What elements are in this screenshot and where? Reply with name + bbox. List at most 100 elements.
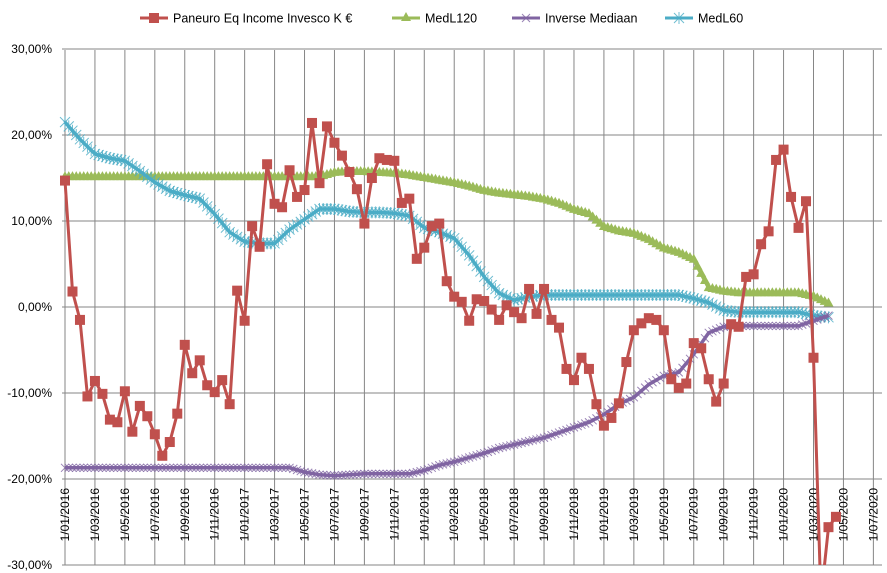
x-tick-label: 1/01/2016 bbox=[58, 488, 72, 542]
data-point bbox=[509, 307, 520, 318]
data-point bbox=[119, 386, 130, 397]
data-point bbox=[67, 286, 78, 297]
data-point bbox=[225, 463, 235, 473]
data-point bbox=[756, 239, 767, 250]
data-point bbox=[221, 463, 231, 473]
data-point bbox=[389, 155, 400, 166]
data-point bbox=[321, 121, 332, 132]
data-point bbox=[539, 283, 550, 294]
data-point bbox=[330, 471, 339, 480]
x-tick-label: 1/07/2017 bbox=[327, 488, 341, 542]
data-point bbox=[393, 469, 403, 479]
data-point bbox=[71, 463, 81, 473]
data-point bbox=[284, 165, 295, 176]
y-tick-label: -10,00% bbox=[7, 386, 52, 400]
data-point bbox=[568, 375, 579, 386]
data-point bbox=[442, 459, 452, 468]
data-point bbox=[367, 469, 377, 479]
data-point bbox=[98, 463, 107, 473]
data-point bbox=[292, 191, 303, 202]
data-point bbox=[251, 463, 261, 473]
data-point bbox=[232, 463, 242, 473]
data-point bbox=[696, 343, 707, 354]
data-point bbox=[97, 388, 108, 399]
legend-label: MedL60 bbox=[698, 12, 743, 26]
data-point bbox=[771, 154, 782, 165]
legend-item: MedL60 bbox=[665, 12, 743, 26]
data-point bbox=[172, 463, 182, 473]
data-point bbox=[134, 400, 145, 411]
data-point bbox=[371, 469, 380, 479]
data-point bbox=[224, 399, 235, 410]
data-point bbox=[351, 184, 362, 195]
data-point bbox=[748, 269, 759, 280]
data-point bbox=[531, 308, 542, 319]
y-tick-label: 10,00% bbox=[11, 214, 52, 228]
legend: Paneuro Eq Income Invesco K € MedL120 Inve… bbox=[140, 12, 743, 26]
data-point bbox=[501, 300, 512, 311]
legend-label: Inverse Mediaan bbox=[545, 12, 637, 26]
data-point bbox=[277, 202, 288, 213]
data-point bbox=[583, 363, 594, 374]
x-tick-label: 1/07/2016 bbox=[148, 488, 162, 542]
series-paneuro-eq-income-invesco-k- bbox=[60, 117, 841, 566]
data-point bbox=[79, 463, 89, 473]
data-point bbox=[345, 470, 354, 480]
data-point bbox=[232, 285, 243, 296]
data-point bbox=[479, 295, 490, 306]
x-tick-label: 1/01/2018 bbox=[417, 488, 431, 542]
x-tick-label: 1/03/2019 bbox=[627, 488, 641, 542]
data-point bbox=[277, 463, 287, 473]
data-point bbox=[149, 429, 160, 440]
data-point bbox=[247, 463, 257, 473]
data-point bbox=[209, 387, 220, 398]
data-point bbox=[60, 175, 70, 186]
data-point bbox=[824, 311, 833, 320]
gridlines bbox=[62, 48, 882, 566]
data-point bbox=[790, 321, 800, 331]
data-point bbox=[464, 315, 475, 326]
data-point bbox=[255, 463, 264, 473]
data-point bbox=[486, 304, 497, 315]
data-point bbox=[696, 267, 707, 277]
data-point bbox=[124, 463, 133, 473]
data-point bbox=[471, 294, 482, 305]
data-point bbox=[131, 463, 141, 473]
data-point bbox=[273, 463, 283, 473]
data-point bbox=[726, 319, 737, 330]
data-point bbox=[146, 463, 156, 473]
x-tick-label: 1/01/2020 bbox=[777, 488, 791, 542]
data-point bbox=[113, 463, 122, 473]
data-point bbox=[449, 291, 460, 302]
data-point bbox=[741, 271, 752, 282]
x-tick-label: 1/07/2020 bbox=[866, 488, 880, 542]
data-point bbox=[673, 382, 684, 393]
data-point bbox=[506, 441, 515, 450]
data-point bbox=[318, 470, 328, 480]
data-point bbox=[760, 321, 770, 331]
data-point bbox=[90, 463, 100, 473]
data-point bbox=[823, 522, 834, 533]
data-point bbox=[782, 321, 792, 331]
data-point bbox=[576, 352, 587, 363]
data-point bbox=[64, 463, 74, 473]
data-point bbox=[179, 339, 190, 350]
data-point bbox=[419, 242, 430, 253]
data-point bbox=[194, 355, 205, 366]
data-point bbox=[240, 463, 249, 473]
data-point bbox=[779, 321, 788, 331]
data-point bbox=[793, 222, 804, 233]
data-point bbox=[524, 436, 534, 446]
data-point bbox=[554, 322, 565, 333]
data-point bbox=[446, 458, 455, 468]
data-point bbox=[217, 463, 227, 473]
y-axis-labels: 30,00% 20,00% 10,00% 0,00% -10,00% -20,00% -30… bbox=[7, 42, 52, 572]
legend-item: Inverse Mediaan bbox=[512, 12, 637, 26]
data-point bbox=[381, 154, 392, 165]
y-tick-label: 30,00% bbox=[11, 42, 52, 56]
data-point bbox=[165, 463, 175, 473]
legend-marker-icon bbox=[673, 12, 685, 24]
data-point bbox=[303, 468, 313, 478]
data-point bbox=[830, 511, 841, 522]
data-point bbox=[498, 442, 508, 452]
